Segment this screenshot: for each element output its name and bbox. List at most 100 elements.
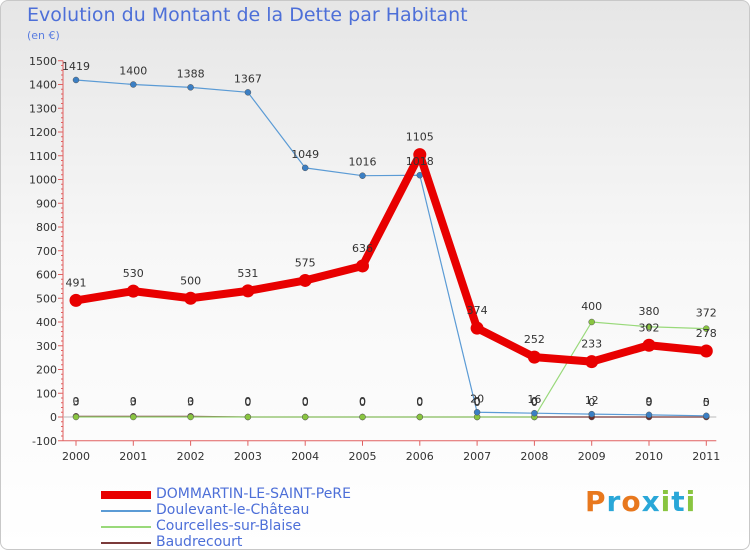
legend-swatch	[101, 510, 151, 512]
data-label: 0	[531, 395, 538, 408]
x-tick-label: 2006	[406, 450, 434, 463]
y-tick-label: 600	[36, 269, 57, 282]
data-point	[187, 413, 194, 421]
data-point	[130, 413, 137, 421]
data-label: 374	[467, 304, 488, 317]
data-point	[244, 413, 252, 421]
y-tick-label: 1300	[29, 102, 57, 115]
data-point	[588, 410, 595, 418]
legend-label: Doulevant-le-Château	[156, 502, 310, 518]
y-tick-label: 1000	[29, 174, 57, 187]
data-label: 278	[696, 327, 717, 340]
data-point	[301, 164, 309, 172]
data-point	[184, 291, 198, 305]
brand-logo: Proxiti	[585, 485, 696, 518]
brand-letter: x	[641, 485, 661, 518]
data-point	[416, 413, 424, 421]
data-label: 531	[237, 267, 258, 280]
brand-letter: t	[671, 485, 686, 518]
data-point	[470, 321, 484, 335]
y-tick-label: 1500	[29, 55, 57, 68]
data-label: 1105	[406, 131, 434, 144]
y-tick-label: -100	[32, 435, 57, 448]
data-label: 20	[470, 392, 484, 405]
brand-letter: o	[621, 485, 642, 518]
data-label: 491	[66, 276, 87, 289]
y-tick-label: 1200	[29, 126, 57, 139]
data-label: 9	[646, 395, 653, 408]
brand-letter: i	[660, 485, 672, 518]
data-label: 252	[524, 333, 545, 346]
y-tick-label: 1400	[29, 79, 57, 92]
data-label: 0	[302, 396, 309, 409]
series-line	[75, 79, 707, 417]
data-label: 1388	[177, 67, 205, 80]
data-point	[69, 293, 83, 307]
data-label: 3	[130, 395, 137, 408]
y-tick-label: 500	[36, 292, 57, 305]
data-label: 0	[531, 396, 538, 409]
data-point	[241, 284, 255, 298]
x-tick-label: 2011	[692, 450, 720, 463]
data-point	[642, 338, 656, 352]
data-label: 3	[73, 395, 80, 408]
data-label: 0	[588, 396, 595, 409]
data-label: 400	[581, 300, 602, 313]
data-point	[187, 84, 194, 91]
data-point	[72, 413, 80, 421]
data-label: 0	[244, 396, 251, 409]
data-label: 0	[474, 395, 481, 408]
y-tick-label: 700	[36, 245, 57, 258]
data-label: 1018	[406, 155, 434, 168]
x-tick-label: 2010	[635, 450, 663, 463]
data-point	[130, 81, 137, 88]
brand-letter: r	[606, 485, 622, 518]
data-label: 0	[359, 396, 366, 409]
legend-label: Baudrecourt	[156, 534, 243, 550]
y-tick-label: 800	[36, 221, 57, 234]
data-label: 0	[416, 396, 423, 409]
y-tick-label: 100	[36, 387, 57, 400]
series-line	[72, 150, 711, 366]
y-tick-label: 400	[36, 316, 57, 329]
data-label: 233	[581, 338, 602, 351]
data-label: 0	[703, 396, 710, 409]
data-label: 0	[359, 395, 366, 408]
data-point	[359, 413, 366, 421]
data-point	[527, 350, 541, 364]
legend-label: Courcelles-sur-Blaise	[156, 518, 302, 534]
data-label: 0	[187, 395, 194, 408]
data-label: 12	[585, 394, 599, 407]
x-tick-label: 2009	[578, 450, 606, 463]
x-tick-label: 2007	[463, 450, 491, 463]
data-point	[531, 409, 538, 417]
data-point	[703, 325, 710, 332]
x-tick-label: 2000	[62, 450, 90, 463]
brand-letter: P	[585, 485, 607, 518]
y-tick-label: 0	[50, 411, 57, 424]
y-tick-label: 900	[36, 197, 57, 210]
brand-letter: i	[685, 485, 697, 518]
legend-label: DOMMARTIN-LE-SAINT-PeRE	[156, 486, 351, 502]
legend-swatch	[101, 542, 151, 544]
data-point	[473, 409, 481, 416]
data-point	[645, 323, 653, 330]
data-point	[413, 148, 427, 162]
x-tick-label: 2002	[177, 450, 205, 463]
data-point	[359, 172, 366, 179]
chart-unit: (en €)	[27, 29, 60, 42]
data-point	[72, 76, 80, 84]
data-point	[645, 411, 653, 419]
data-label: 0	[130, 395, 137, 408]
data-label: 0	[416, 395, 423, 408]
data-label: 0	[73, 395, 80, 408]
legend-swatch	[101, 526, 151, 528]
data-label: 302	[639, 321, 660, 334]
x-tick-label: 2001	[119, 450, 147, 463]
y-tick-label: 200	[36, 364, 57, 377]
x-tick-label: 2008	[520, 450, 548, 463]
x-tick-label: 2005	[349, 450, 377, 463]
y-tick-label: 1100	[29, 150, 57, 163]
data-label: 0	[646, 396, 653, 409]
